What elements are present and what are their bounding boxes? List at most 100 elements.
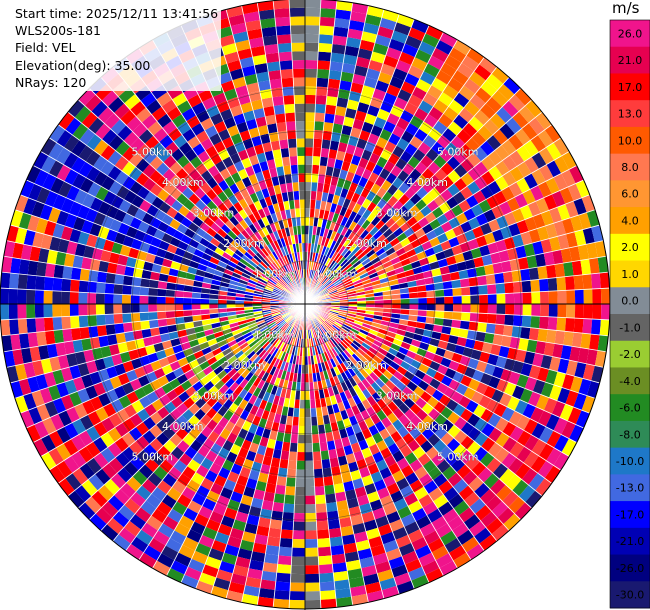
velocity-gate <box>333 232 341 242</box>
velocity-gate <box>504 382 517 397</box>
velocity-gate <box>384 454 397 468</box>
velocity-gate <box>347 290 357 295</box>
velocity-gate <box>509 166 524 182</box>
velocity-gate <box>264 353 272 363</box>
velocity-gate <box>415 199 427 211</box>
velocity-gate <box>382 474 396 488</box>
velocity-gate <box>409 459 423 473</box>
velocity-gate <box>392 396 404 408</box>
velocity-gate <box>599 272 610 289</box>
velocity-gate <box>464 366 476 379</box>
velocity-gate <box>467 357 480 370</box>
velocity-gate <box>442 280 453 290</box>
velocity-gate <box>502 155 517 172</box>
velocity-gate <box>474 482 490 499</box>
velocity-gate <box>320 290 329 297</box>
velocity-gate <box>418 304 427 311</box>
velocity-gate <box>233 406 244 418</box>
velocity-gate <box>167 466 183 481</box>
velocity-gate <box>208 548 225 561</box>
velocity-gate <box>569 246 581 262</box>
velocity-gate <box>406 216 418 228</box>
velocity-gate <box>530 406 544 423</box>
velocity-gate <box>348 220 358 231</box>
velocity-gate <box>383 294 393 300</box>
velocity-gate <box>418 552 436 567</box>
velocity-gate <box>493 402 507 418</box>
velocity-gate <box>496 484 513 502</box>
velocity-gate <box>339 133 351 145</box>
velocity-gate <box>553 137 570 156</box>
velocity-gate <box>421 560 440 575</box>
velocity-gate <box>365 304 375 308</box>
velocity-gate <box>337 508 351 520</box>
velocity-gate <box>281 520 294 531</box>
velocity-gate <box>259 508 273 520</box>
velocity-gate <box>379 238 390 248</box>
velocity-gate <box>516 145 532 162</box>
velocity-gate <box>325 501 338 512</box>
velocity-gate <box>217 405 229 417</box>
velocity-gate <box>343 349 352 359</box>
velocity-gate <box>351 2 369 15</box>
velocity-gate <box>229 527 245 540</box>
velocity-gate <box>443 288 453 297</box>
velocity-gate <box>417 216 430 229</box>
velocity-gate <box>480 372 493 386</box>
velocity-gate <box>354 337 364 345</box>
velocity-gate <box>174 522 191 537</box>
velocity-gate <box>339 236 348 246</box>
velocity-gate <box>312 319 319 328</box>
velocity-gate <box>356 266 366 274</box>
velocity-gate <box>281 342 288 352</box>
velocity-gate <box>418 121 434 135</box>
velocity-gate <box>502 271 513 284</box>
velocity-gate <box>202 498 217 511</box>
velocity-gate <box>391 30 409 44</box>
velocity-gate <box>348 377 358 388</box>
velocity-gate <box>320 334 327 343</box>
velocity-gate <box>532 352 544 368</box>
velocity-gate <box>305 112 316 122</box>
velocity-gate <box>383 299 393 304</box>
velocity-gate <box>361 474 374 487</box>
velocity-gate <box>261 428 272 439</box>
velocity-gate <box>238 388 249 400</box>
velocity-gate <box>456 129 472 144</box>
velocity-gate <box>488 427 503 443</box>
velocity-gate <box>289 318 296 326</box>
velocity-gate <box>340 525 354 537</box>
velocity-gate <box>305 443 313 453</box>
velocity-gate <box>543 397 558 414</box>
velocity-gate <box>466 543 485 560</box>
velocity-gate <box>281 333 288 342</box>
velocity-gate <box>458 269 469 280</box>
velocity-gate <box>201 564 219 578</box>
velocity-gate <box>305 399 311 409</box>
velocity-gate <box>198 505 213 519</box>
velocity-gate <box>310 338 315 348</box>
velocity-gate <box>351 192 361 204</box>
velocity-gate <box>508 94 526 112</box>
velocity-gate <box>305 208 311 217</box>
velocity-gate <box>319 441 329 452</box>
velocity-gate <box>400 130 415 144</box>
velocity-gate <box>458 507 476 523</box>
velocity-gate <box>270 457 281 468</box>
velocity-gate <box>479 140 495 156</box>
velocity-gate <box>332 324 341 332</box>
velocity-gate <box>351 364 360 375</box>
velocity-gate <box>480 408 494 423</box>
velocity-gate <box>305 51 319 61</box>
velocity-gate <box>371 322 381 329</box>
velocity-gate <box>500 225 513 240</box>
velocity-gate <box>451 352 463 364</box>
velocity-gate <box>456 464 472 479</box>
velocity-gate <box>172 501 188 516</box>
velocity-gate <box>320 598 337 609</box>
velocity-gate <box>368 328 379 336</box>
velocity-gate <box>317 60 331 70</box>
velocity-gate <box>583 288 593 304</box>
velocity-gate <box>305 182 312 191</box>
velocity-gate <box>492 262 503 275</box>
